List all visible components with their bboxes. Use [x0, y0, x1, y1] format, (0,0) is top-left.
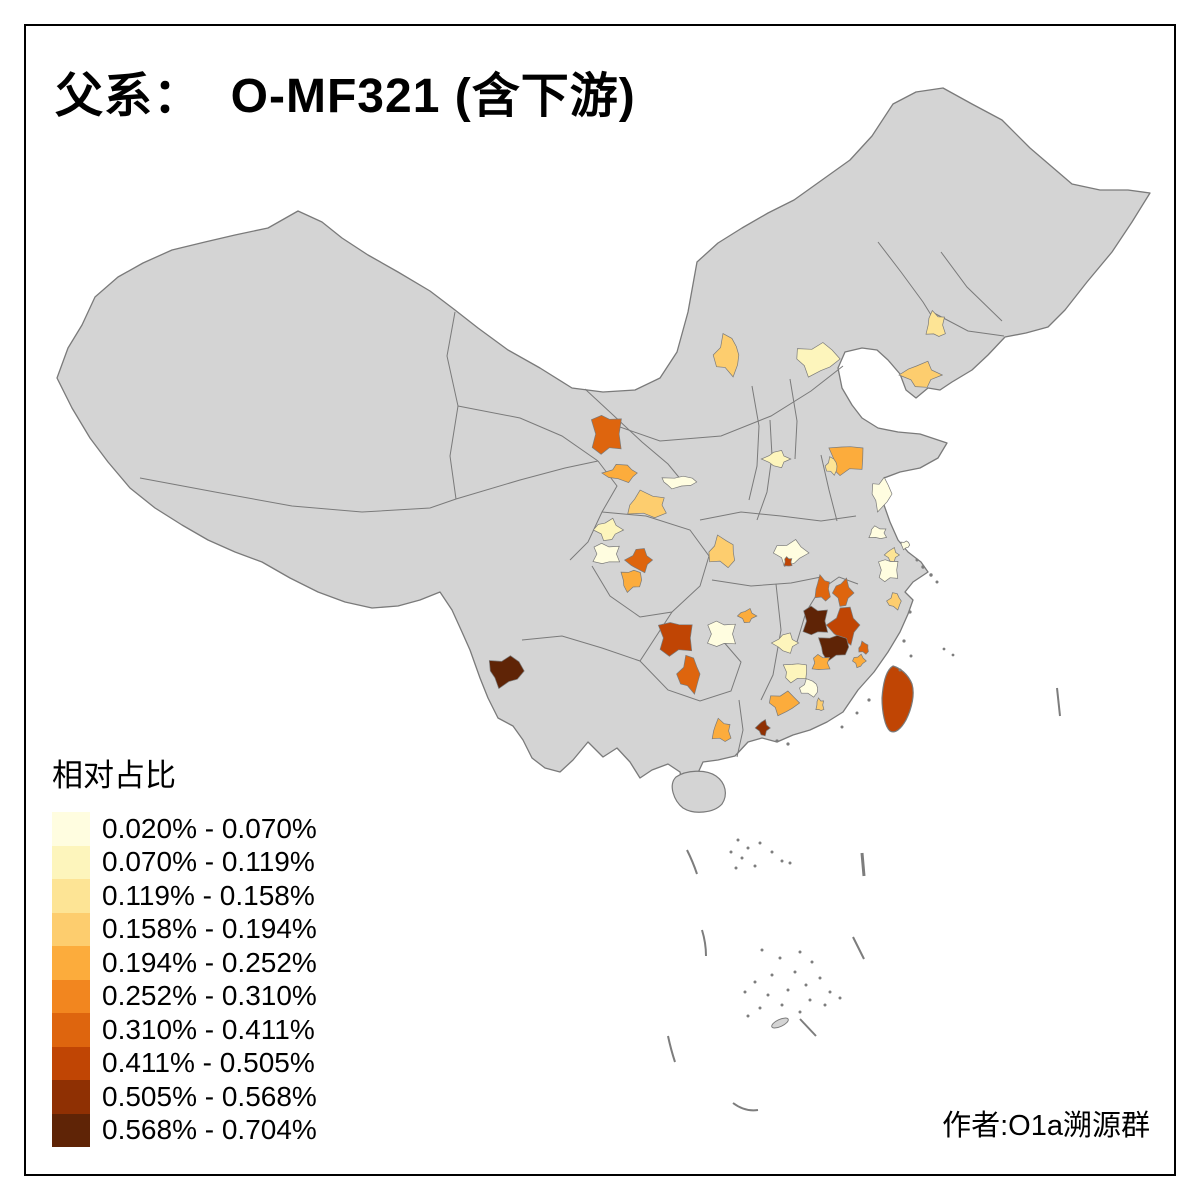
prefecture-region: [772, 539, 810, 567]
prefecture-region: [754, 719, 771, 737]
legend-range-label: 0.158% - 0.194%: [102, 913, 317, 945]
figure-border: [24, 24, 1176, 1176]
legend-color-swatch: [52, 1046, 90, 1080]
legend-item: 0.505% - 0.568%: [52, 1080, 317, 1114]
legend-item: 0.252% - 0.310%: [52, 979, 317, 1013]
legend-color-swatch: [52, 1113, 90, 1147]
legend-range-label: 0.310% - 0.411%: [102, 1013, 315, 1045]
legend-range-label: 0.252% - 0.310%: [102, 980, 317, 1012]
taiwan-island: [881, 665, 914, 733]
author-credit: 作者:O1a溯源群: [942, 1110, 1150, 1142]
prefecture-region: [814, 573, 831, 602]
prefecture-region: [858, 640, 869, 655]
prefecture-region: [760, 449, 792, 469]
legend-color-swatch: [52, 1080, 90, 1114]
colored-prefectures: [488, 309, 946, 742]
prefecture-region: [818, 635, 850, 663]
legend-item: 0.310% - 0.411%: [52, 1013, 317, 1047]
prefecture-region: [886, 592, 902, 611]
prefecture-region: [811, 653, 831, 670]
legend-range-label: 0.119% - 0.158%: [102, 879, 315, 911]
prefecture-region: [601, 464, 638, 484]
prefecture-region: [783, 556, 793, 567]
legend-color-swatch: [52, 979, 90, 1013]
prefecture-region: [770, 632, 800, 654]
prefecture-region: [661, 475, 698, 490]
hainan-island: [671, 770, 726, 813]
legend-range-label: 0.020% - 0.070%: [102, 812, 317, 844]
legend-range-label: 0.411% - 0.505%: [102, 1047, 315, 1079]
legend-color-swatch: [52, 845, 90, 879]
legend-color-swatch: [52, 912, 90, 946]
legend-range-label: 0.568% - 0.704%: [102, 1114, 317, 1146]
prefecture-region: [815, 697, 825, 711]
prefecture-region: [627, 489, 667, 519]
legend-item: 0.070% - 0.119%: [52, 845, 317, 879]
prefecture-region: [623, 548, 654, 574]
legend-color-swatch: [52, 1013, 90, 1047]
nine-dash-line: [667, 687, 1061, 1112]
prefecture-region: [925, 309, 946, 337]
prefecture-region: [802, 605, 829, 636]
prefecture-region: [711, 717, 732, 742]
prefecture-region: [488, 655, 525, 690]
prefecture-region: [878, 559, 899, 583]
prefecture-region: [799, 678, 818, 698]
legend-range-label: 0.070% - 0.119%: [102, 846, 315, 878]
prefecture-region: [736, 607, 758, 623]
legend-color-swatch: [52, 879, 90, 913]
prefecture-region: [898, 360, 944, 388]
prefecture-region: [620, 569, 642, 593]
legend-item: 0.568% - 0.704%: [52, 1113, 317, 1147]
map-title: 父系： O-MF321 (含下游): [55, 70, 636, 123]
legend: 相对占比 0.020% - 0.070% 0.070% - 0.119% 0.119…: [52, 750, 317, 1147]
prefecture-region: [831, 577, 855, 607]
prefecture-region: [824, 456, 838, 476]
legend-item: 0.119% - 0.158%: [52, 879, 317, 913]
legend-rows: 0.020% - 0.070% 0.070% - 0.119% 0.119% - 0…: [52, 812, 317, 1147]
legend-range-label: 0.505% - 0.568%: [102, 1080, 317, 1112]
prefecture-region: [712, 333, 740, 378]
prefecture-region: [769, 690, 801, 717]
prefecture-region: [900, 540, 911, 551]
prefecture-region: [883, 547, 901, 563]
prefecture-region: [782, 663, 807, 684]
coastal-islands: [729, 558, 955, 1029]
prefecture-region: [796, 342, 841, 378]
legend-color-swatch: [52, 812, 90, 846]
prefecture-region: [590, 415, 622, 455]
prefecture-region: [708, 534, 735, 569]
prefecture-region: [871, 476, 893, 513]
legend-item: 0.194% - 0.252%: [52, 946, 317, 980]
legend-item: 0.158% - 0.194%: [52, 912, 317, 946]
prefecture-region: [592, 517, 625, 541]
legend-color-swatch: [52, 946, 90, 980]
legend-item: 0.020% - 0.070%: [52, 812, 317, 846]
legend-range-label: 0.194% - 0.252%: [102, 946, 317, 978]
prefecture-region: [868, 525, 888, 539]
prefecture-region: [657, 622, 693, 657]
legend-title: 相对占比: [52, 758, 176, 793]
prefecture-region: [825, 606, 861, 646]
prefecture-region: [676, 654, 701, 695]
legend-item: 0.411% - 0.505%: [52, 1046, 317, 1080]
prefecture-region: [707, 620, 736, 647]
prefecture-region: [592, 542, 621, 564]
prefecture-region: [852, 653, 867, 669]
